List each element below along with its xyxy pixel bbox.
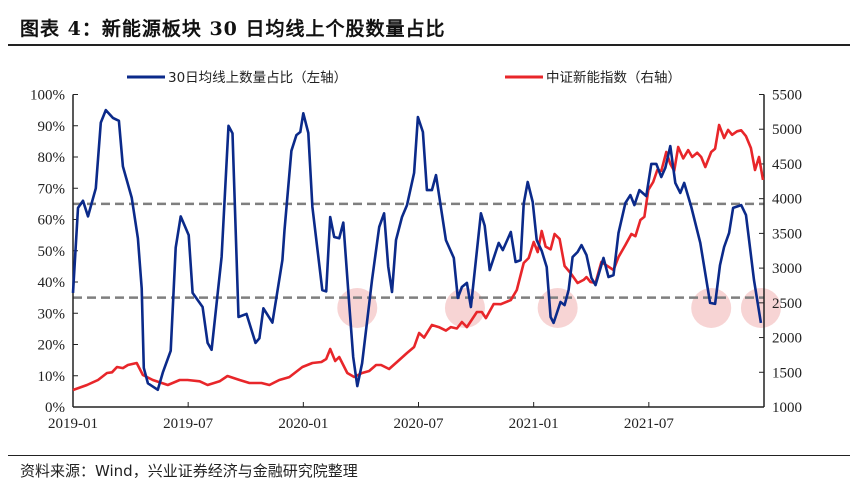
y-right-tick-label: 5500 [772,88,802,104]
series-line-ratio [71,108,763,392]
highlight-circle [444,287,485,328]
y-left-tick-label: 50% [38,244,66,260]
y-left-tick-label: 10% [38,369,66,385]
x-tick-label: 2021-01 [509,416,559,432]
source-divider [8,455,850,456]
reference-lines [73,202,764,299]
y-left-tick-label: 40% [38,275,66,291]
y-left-tick-label: 80% [38,150,66,166]
y-left-tick-label: 90% [38,119,66,135]
y-right-tick-label: 1500 [772,365,802,381]
source-note: 资料来源：Wind，兴业证券经济与金融研究院整理 [20,462,358,480]
y-left-tick-label: 0% [45,400,65,416]
y-right-tick-label: 4500 [772,157,802,173]
y-right-tick-label: 2000 [772,331,802,347]
x-tick-label: 2020-01 [278,416,328,432]
y-left-tick-label: 60% [38,213,66,229]
y-right-tick-label: 4000 [772,192,802,208]
highlight-circle [691,287,732,328]
legend-label-index: 中证新能指数（右轴） [546,70,681,86]
x-tick-label: 2019-07 [163,416,213,432]
y-left-tick-label: 30% [38,306,66,322]
y-right-tick-label: 3500 [772,226,802,242]
title-divider [8,44,850,46]
x-tick-label: 2020-07 [394,416,444,432]
legend-label-ratio: 30日均线上数量占比（左轴） [168,70,347,86]
y-left-tick-label: 100% [30,88,65,104]
figure-title: 图表 4：新能源板块 30 日均线上个股数量占比 [20,18,446,40]
y-right-tick-label: 1000 [772,400,802,416]
y-right-tick-label: 5000 [772,122,802,138]
y-right-tick-label: 3000 [772,261,802,277]
x-tick-label: 2021-07 [624,416,674,432]
axes: 0% 10% 20% 30% 40% 50% 60% 70% 80% 90% 100% 1000 150… [30,88,802,433]
y-right-tick-label: 2500 [772,296,802,312]
y-left-tick-label: 70% [38,181,66,197]
legend: 30日均线上数量占比（左轴） 中证新能指数（右轴） [127,70,681,86]
y-left-tick-label: 20% [38,338,66,354]
x-tick-label: 2019-01 [48,416,98,432]
series-line-index [72,123,765,392]
series-lines [71,108,765,392]
